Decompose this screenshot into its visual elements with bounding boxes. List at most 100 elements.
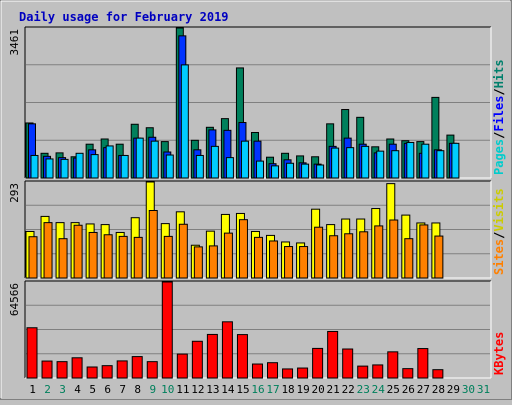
series-pages-bar-day-23 xyxy=(361,145,370,179)
x-tick-label: 14 xyxy=(221,383,235,396)
x-tick-label: 26 xyxy=(402,383,415,396)
series-kbytes-bar-day-1 xyxy=(26,327,38,379)
panel-middle-legend-item: Sites xyxy=(492,239,506,275)
series-pages-bar-day-11 xyxy=(180,64,189,179)
panel-middle-ymax-label: 293 xyxy=(8,183,21,203)
x-tick-label: 30 xyxy=(462,383,475,396)
panel-middle: 293 Sites/Visits xyxy=(8,180,506,279)
x-tick-label: 1 xyxy=(29,383,36,396)
series-pages-bar-day-10 xyxy=(165,154,174,179)
panel-top-legend-item: / xyxy=(492,88,506,95)
panel-top-legend: Pages/Files/Hits xyxy=(492,59,506,175)
x-tick-label: 24 xyxy=(372,383,386,396)
x-tick-label: 22 xyxy=(342,383,355,396)
series-sites-bar-day-23 xyxy=(359,231,369,279)
series-pages-bar-day-1 xyxy=(30,154,39,179)
x-tick-label: 29 xyxy=(447,383,460,396)
series-pages-bar-day-5 xyxy=(90,154,99,179)
x-tick-label: 11 xyxy=(176,383,189,396)
series-kbytes-bar-day-17 xyxy=(267,362,279,379)
series-kbytes-bar-day-23 xyxy=(357,365,369,379)
panel-top-legend-item: Hits xyxy=(492,59,506,88)
panel-top-ymax-label: 3461 xyxy=(8,29,21,56)
series-pages-bar-day-2 xyxy=(45,158,54,179)
series-kbytes-bar-day-5 xyxy=(86,366,98,379)
series-sites-bar-day-8 xyxy=(133,236,143,279)
series-kbytes-bar-day-4 xyxy=(71,357,83,379)
series-pages-bar-day-20 xyxy=(316,164,325,179)
x-tick-label: 15 xyxy=(236,383,249,396)
series-sites-bar-day-17 xyxy=(269,240,279,279)
series-pages-bar-day-26 xyxy=(406,141,415,179)
series-kbytes-bar-day-27 xyxy=(417,348,429,379)
series-pages-bar-day-6 xyxy=(105,145,114,179)
series-sites-bar-day-2 xyxy=(43,222,53,279)
x-tick-label: 23 xyxy=(357,383,370,396)
x-tick-label: 27 xyxy=(417,383,430,396)
panel-bottom-legend-item: KBytes xyxy=(492,332,506,375)
series-sites-bar-day-13 xyxy=(208,245,218,279)
series-pages-bar-day-21 xyxy=(331,147,340,179)
panel-top-legend-item: / xyxy=(492,132,506,139)
series-kbytes-bar-day-11 xyxy=(176,353,188,379)
series-pages-bar-day-18 xyxy=(286,162,295,179)
series-kbytes-bar-day-16 xyxy=(251,363,263,379)
x-tick-label: 5 xyxy=(89,383,96,396)
series-kbytes-bar-day-18 xyxy=(282,368,294,379)
series-kbytes-bar-day-15 xyxy=(236,334,248,379)
x-tick-label: 7 xyxy=(119,383,126,396)
x-tick-label: 20 xyxy=(312,383,325,396)
series-pages-bar-day-13 xyxy=(210,145,219,179)
panel-top-legend-item: Pages xyxy=(492,139,506,175)
series-kbytes-bar-day-3 xyxy=(56,361,68,379)
series-sites-bar-day-22 xyxy=(344,233,354,279)
series-sites-bar-day-1 xyxy=(28,236,38,279)
series-kbytes-bar-day-24 xyxy=(372,364,384,379)
series-sites-bar-day-6 xyxy=(103,234,113,279)
series-kbytes-bar-day-21 xyxy=(327,330,339,379)
series-pages-bar-day-14 xyxy=(225,157,234,179)
series-pages-bar-day-3 xyxy=(60,158,69,179)
series-kbytes-bar-day-13 xyxy=(206,333,218,379)
x-tick-label: 4 xyxy=(74,383,81,396)
series-sites-bar-day-25 xyxy=(389,219,399,279)
series-sites-bar-day-21 xyxy=(329,235,339,279)
series-pages-bar-day-9 xyxy=(150,140,159,179)
x-tick-label: 8 xyxy=(134,383,141,396)
series-sites-bar-day-12 xyxy=(193,246,203,279)
series-pages-bar-day-17 xyxy=(271,165,280,179)
x-tick-label: 6 xyxy=(104,383,111,396)
series-kbytes-bar-day-22 xyxy=(342,348,354,379)
series-kbytes-bar-day-19 xyxy=(297,367,309,379)
series-sites-bar-day-7 xyxy=(118,235,128,279)
panel-top-legend-item: Files xyxy=(492,96,506,132)
series-pages-bar-day-19 xyxy=(301,163,310,179)
series-sites-bar-day-19 xyxy=(299,246,309,279)
series-sites-bar-day-28 xyxy=(434,235,444,279)
x-tick-label: 28 xyxy=(432,383,445,396)
x-tick-label: 17 xyxy=(266,383,279,396)
series-kbytes-bar-day-20 xyxy=(312,347,324,379)
series-sites-bar-day-10 xyxy=(163,235,173,279)
x-tick-label: 21 xyxy=(327,383,340,396)
x-tick-label: 2 xyxy=(44,383,51,396)
series-pages-bar-day-12 xyxy=(195,154,204,179)
chart-panels: 3461Pages/Files/Hits293Sites/Visits64566… xyxy=(8,26,506,379)
panel-middle-legend-item: Visits xyxy=(492,188,506,231)
panel-middle-legend-item: / xyxy=(492,232,506,239)
series-sites-bar-day-20 xyxy=(314,226,324,279)
series-kbytes-bar-day-10 xyxy=(161,281,173,379)
series-pages-bar-day-28 xyxy=(436,150,445,179)
series-sites-bar-day-4 xyxy=(73,224,83,279)
series-sites-bar-day-18 xyxy=(284,246,294,279)
series-kbytes-bar-day-28 xyxy=(432,369,444,379)
series-kbytes-bar-day-12 xyxy=(191,340,203,379)
series-sites-bar-day-26 xyxy=(404,238,414,279)
series-sites-bar-day-24 xyxy=(374,225,384,279)
series-sites-bar-day-11 xyxy=(178,223,188,279)
series-kbytes-bar-day-25 xyxy=(387,351,399,379)
panel-bottom-ymax-label: 64566 xyxy=(8,283,21,316)
panel-bottom: 64566 KBytes xyxy=(8,280,506,379)
series-sites-bar-day-3 xyxy=(58,238,68,279)
